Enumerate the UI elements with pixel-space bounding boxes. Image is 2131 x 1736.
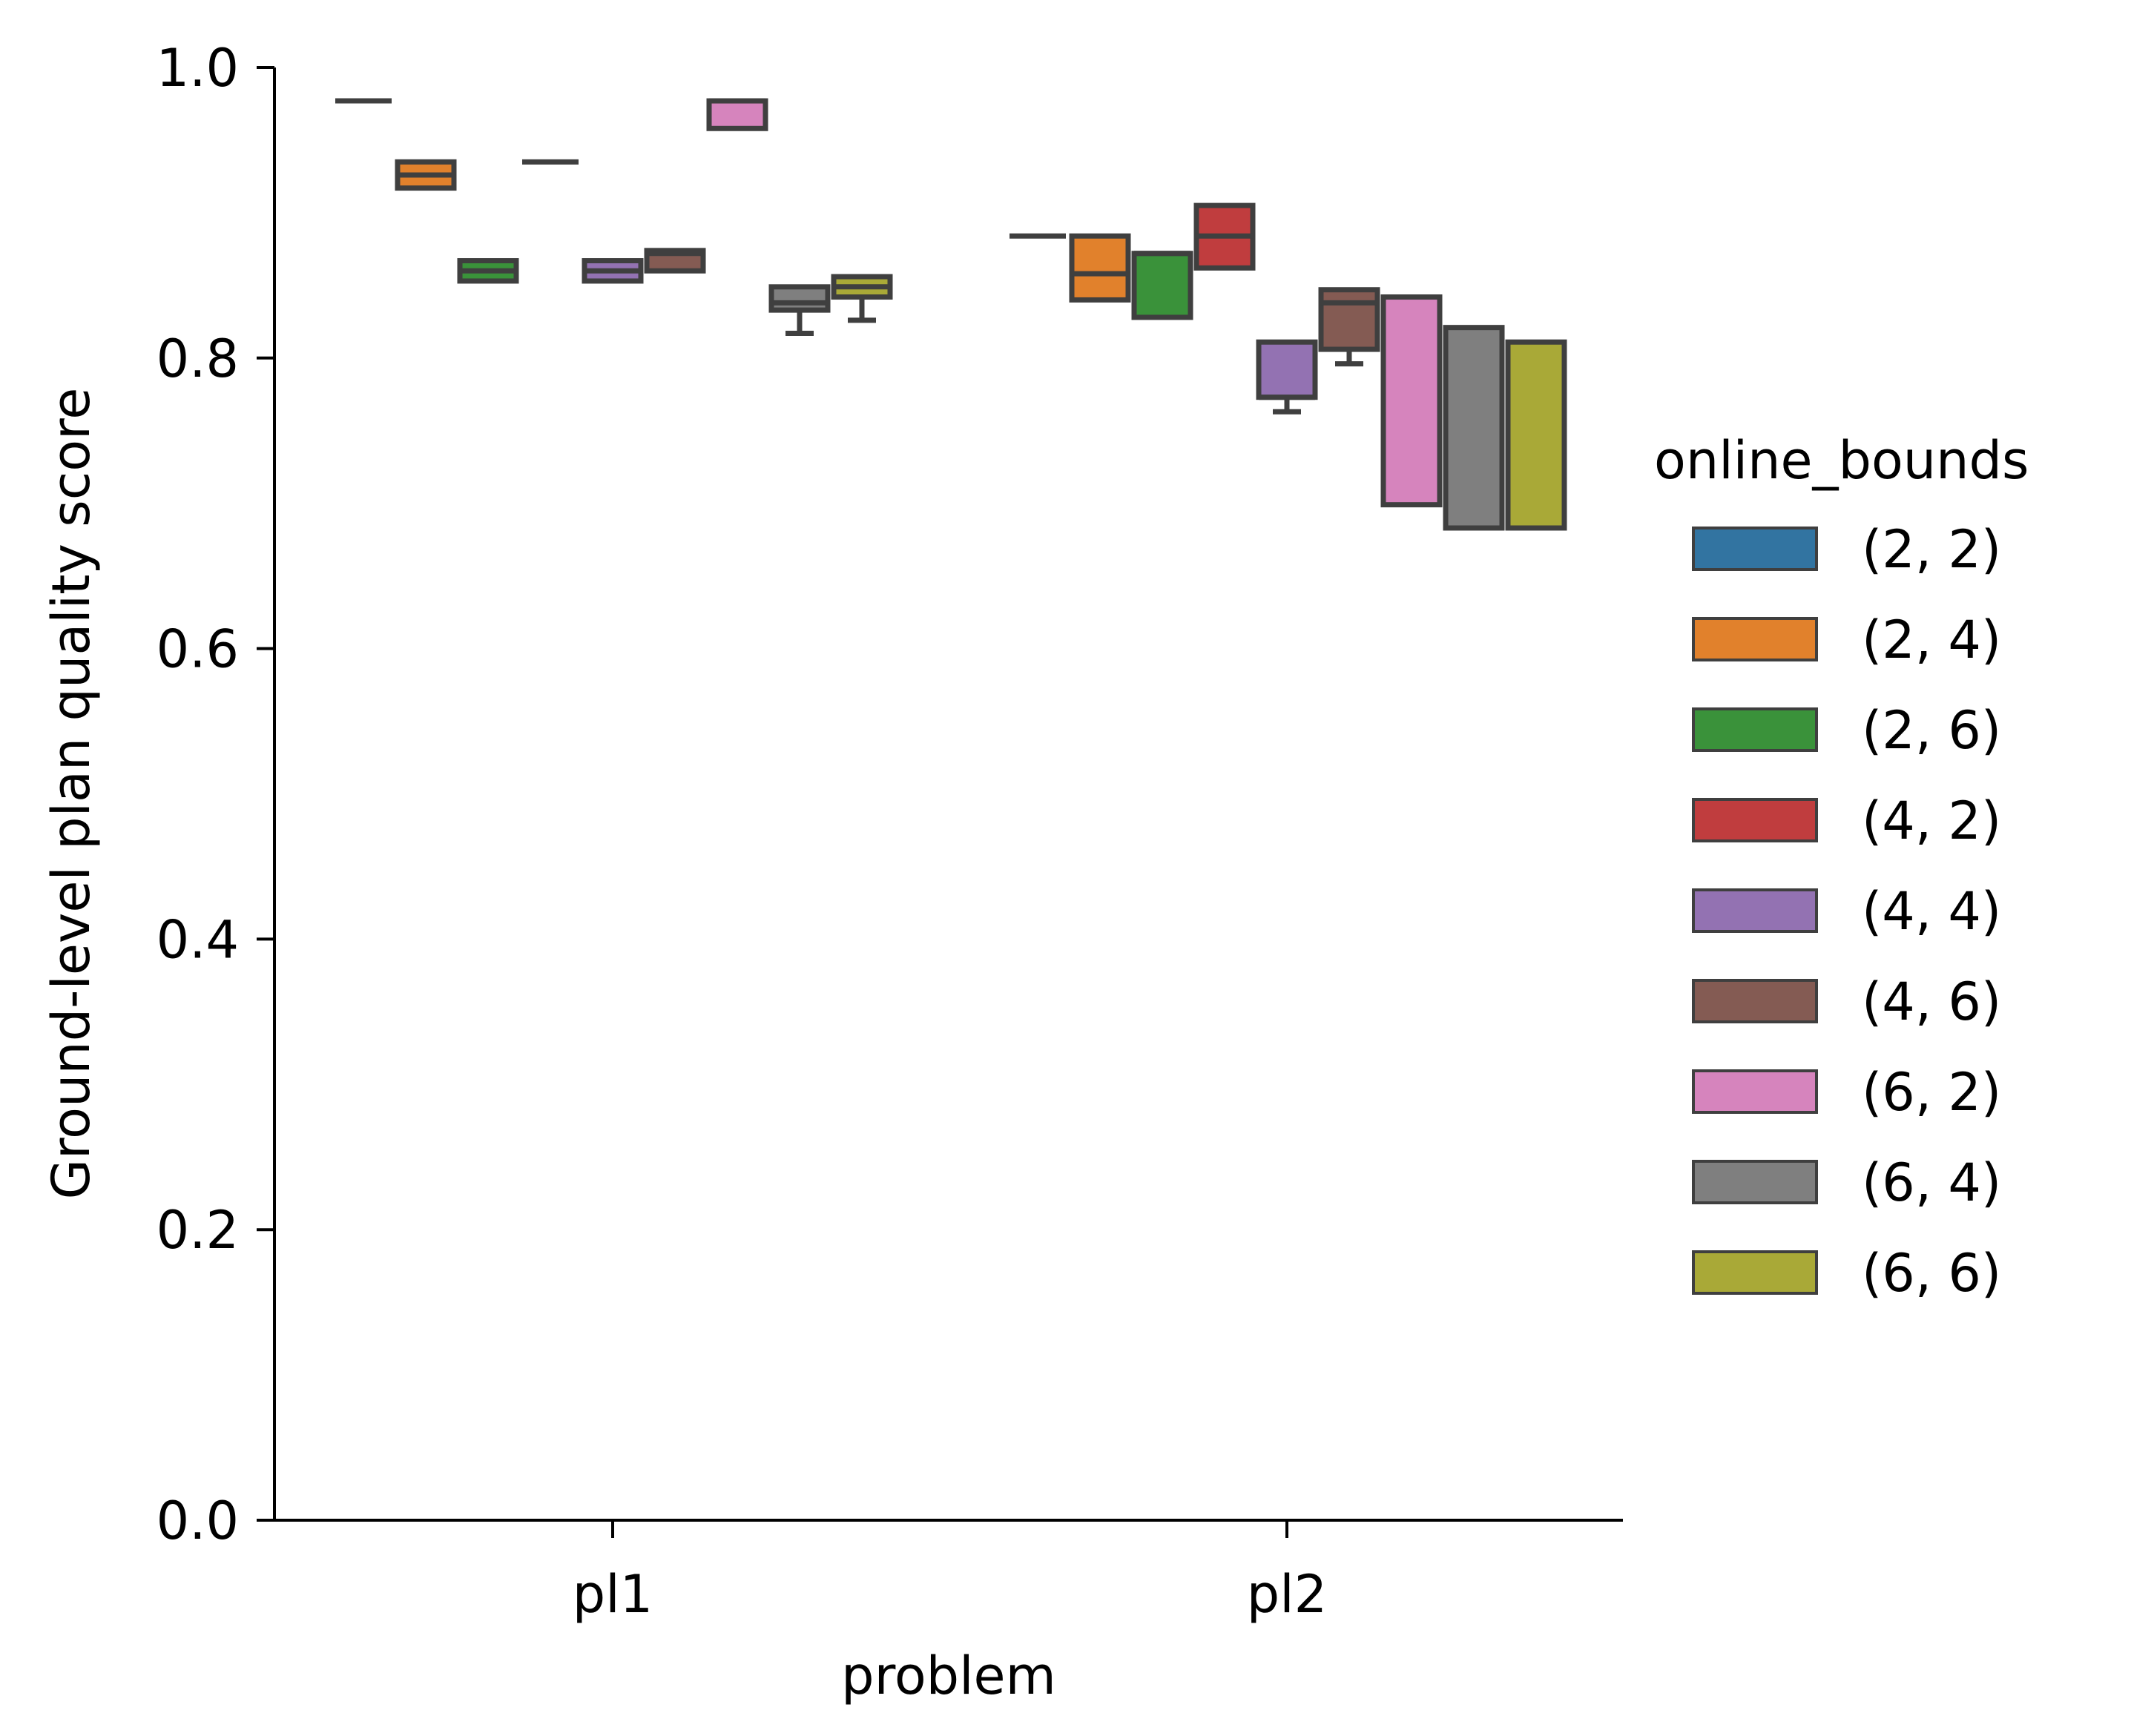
y-tick-label: 0.0 bbox=[157, 1491, 239, 1551]
box bbox=[1069, 233, 1131, 303]
legend-swatch bbox=[1692, 1160, 1818, 1204]
legend-label: (4, 2) bbox=[1862, 791, 2001, 851]
y-tick-label: 1.0 bbox=[157, 38, 239, 99]
box bbox=[706, 98, 768, 131]
legend-swatch bbox=[1692, 1069, 1818, 1114]
legend-label: (2, 6) bbox=[1862, 700, 2001, 761]
legend-item: (6, 4) bbox=[1692, 1152, 2001, 1213]
box bbox=[1505, 339, 1567, 531]
box bbox=[768, 284, 831, 313]
legend-label: (6, 4) bbox=[1862, 1152, 2001, 1213]
legend-label: (4, 4) bbox=[1862, 881, 2001, 942]
x-tick-label: pl2 bbox=[1247, 1564, 1327, 1625]
legend-item: (2, 2) bbox=[1692, 519, 2001, 580]
legend-label: (6, 2) bbox=[1862, 1062, 2001, 1123]
boxes-layer bbox=[335, 98, 1567, 531]
box-pl2-series-8 bbox=[1505, 339, 1567, 531]
box bbox=[1318, 287, 1380, 352]
legend-title: online_bounds bbox=[1654, 430, 2029, 491]
legend-item: (2, 6) bbox=[1692, 700, 2001, 761]
box bbox=[1131, 251, 1193, 320]
legend-swatch bbox=[1692, 888, 1818, 933]
x-ticks: pl1 pl2 bbox=[573, 1520, 1327, 1625]
x-tick-label: pl1 bbox=[573, 1564, 653, 1625]
legend-label: (2, 4) bbox=[1862, 610, 2001, 670]
box-pl1-series-8 bbox=[831, 274, 893, 323]
box-pl2-series-2 bbox=[1131, 251, 1193, 320]
legend-label: (6, 6) bbox=[1862, 1243, 2001, 1304]
box-pl2-series-3 bbox=[1193, 202, 1256, 271]
legend-items: (2, 2) (2, 4) (2, 6) (4, 2) (4, 4) (4, 6) (6, … bbox=[1692, 519, 2001, 1304]
legend-swatch bbox=[1692, 527, 1818, 571]
legend-swatch bbox=[1692, 979, 1818, 1023]
box-pl2-series-1 bbox=[1069, 233, 1131, 303]
legend: online_bounds (2, 2) (2, 4) (2, 6) (4, 2) (4… bbox=[1654, 430, 2029, 1304]
box-pl2-series-5 bbox=[1318, 287, 1380, 367]
y-tick-label: 0.6 bbox=[157, 619, 239, 680]
legend-item: (4, 6) bbox=[1692, 971, 2001, 1032]
legend-swatch bbox=[1692, 707, 1818, 752]
y-tick-label: 0.2 bbox=[157, 1200, 239, 1261]
legend-item: (6, 2) bbox=[1692, 1062, 2001, 1123]
legend-label: (4, 6) bbox=[1862, 971, 2001, 1032]
box-pl1-series-5 bbox=[644, 248, 706, 274]
box-pl2-series-4 bbox=[1256, 339, 1318, 415]
box-pl1-series-7 bbox=[768, 284, 831, 336]
y-ticks: 0.0 0.2 0.4 0.6 0.8 1.0 bbox=[157, 38, 274, 1551]
legend-swatch bbox=[1692, 1250, 1818, 1295]
y-tick-label: 0.8 bbox=[157, 329, 239, 389]
box bbox=[1380, 294, 1443, 508]
legend-item: (6, 6) bbox=[1692, 1243, 2001, 1304]
legend-label: (2, 2) bbox=[1862, 519, 2001, 580]
box-pl2-series-6 bbox=[1380, 294, 1443, 508]
box-pl2-series-7 bbox=[1443, 325, 1505, 531]
x-axis-label: problem bbox=[841, 1646, 1056, 1706]
legend-item: (4, 2) bbox=[1692, 791, 2001, 851]
axes-layer bbox=[273, 67, 1623, 1522]
box-pl1-series-2 bbox=[457, 258, 519, 284]
legend-swatch bbox=[1692, 617, 1818, 661]
legend-swatch bbox=[1692, 798, 1818, 842]
box-pl1-series-1 bbox=[395, 159, 457, 191]
box bbox=[1256, 339, 1318, 400]
box-pl1-series-6 bbox=[706, 98, 768, 131]
legend-item: (4, 4) bbox=[1692, 881, 2001, 942]
y-axis-label: Ground-level plan quality score bbox=[41, 388, 102, 1200]
legend-item: (2, 4) bbox=[1692, 610, 2001, 670]
box-pl1-series-4 bbox=[582, 258, 644, 284]
y-tick-label: 0.4 bbox=[157, 909, 239, 970]
box bbox=[1443, 325, 1505, 531]
